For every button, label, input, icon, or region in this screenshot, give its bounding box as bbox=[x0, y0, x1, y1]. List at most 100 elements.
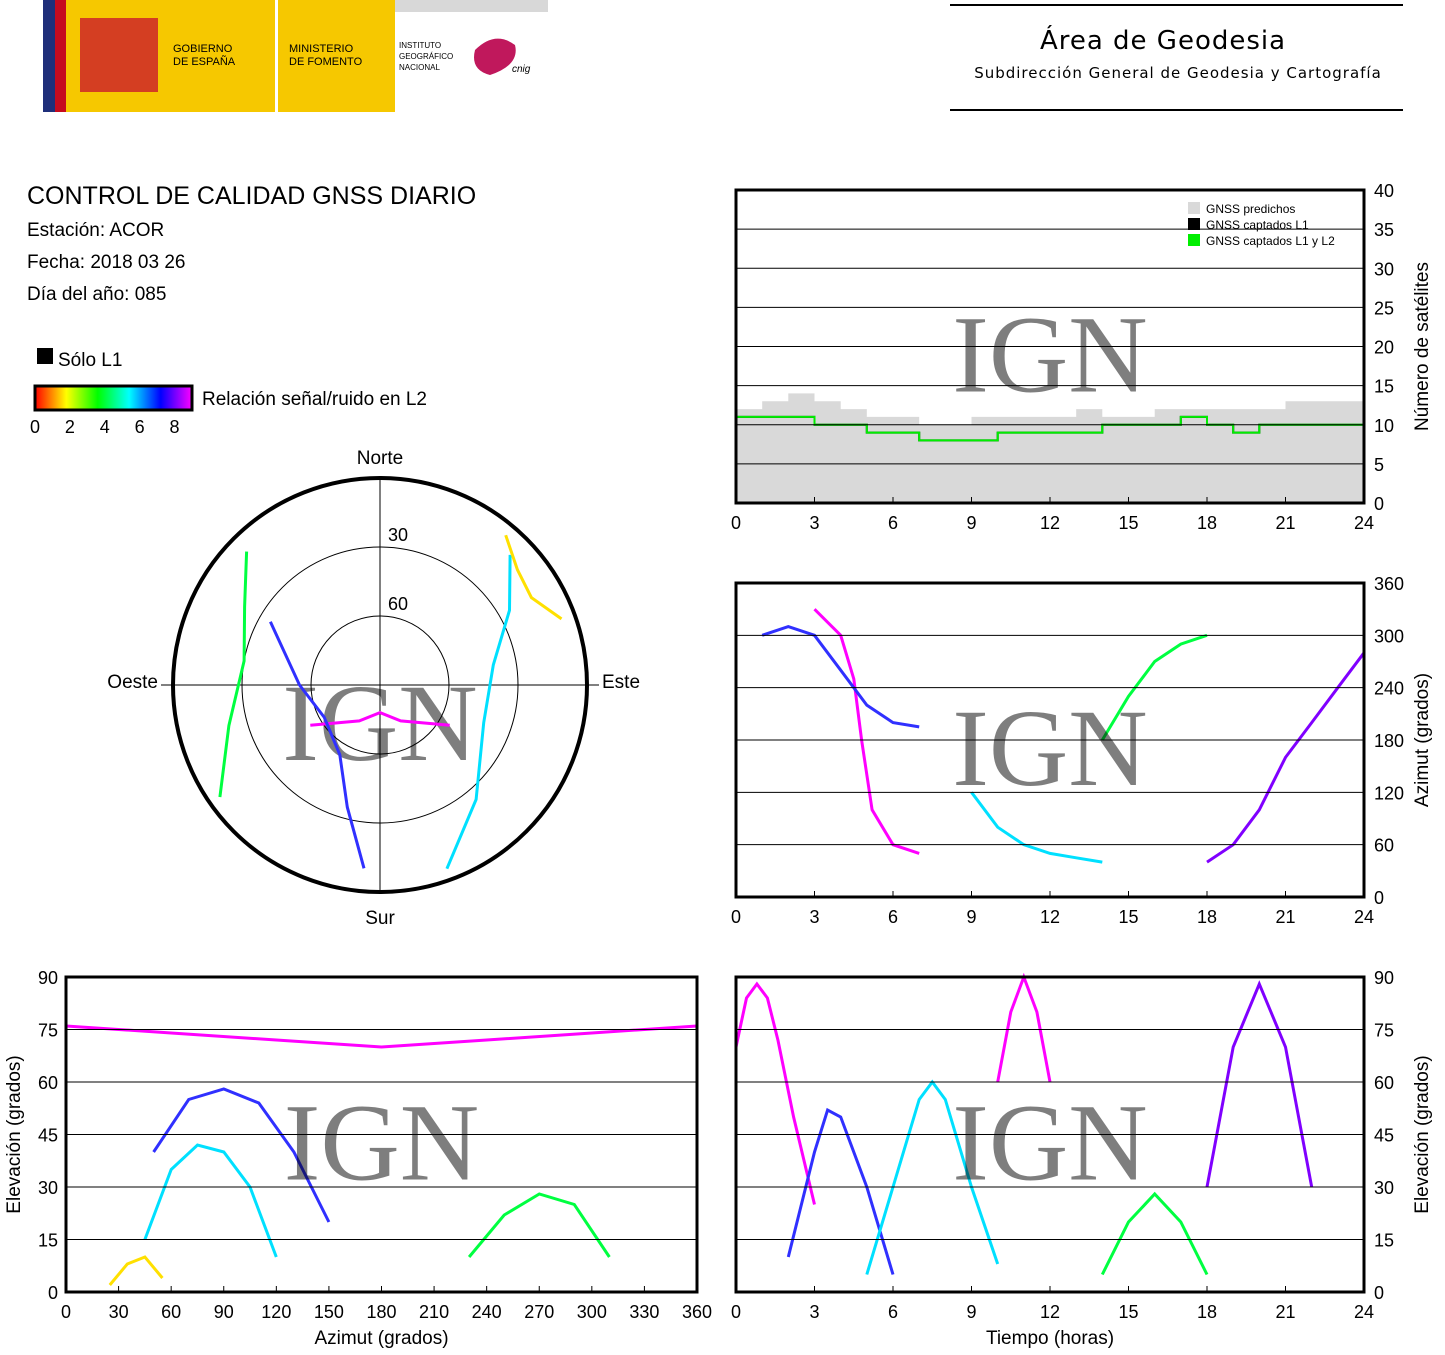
y-tick-label: 30 bbox=[1374, 259, 1394, 279]
y-tick-label: 60 bbox=[1374, 1073, 1394, 1093]
header-subtitle: Subdirección General de Geodesia y Carto… bbox=[974, 64, 1382, 82]
track bbox=[310, 710, 450, 727]
watermark: IGN bbox=[282, 662, 478, 784]
track bbox=[1100, 1191, 1209, 1276]
x-tick-label: 21 bbox=[1275, 513, 1295, 533]
logo-text: INSTITUTO bbox=[399, 41, 441, 50]
y-tick-label: 240 bbox=[1374, 679, 1404, 699]
y-tick-label: 15 bbox=[38, 1231, 58, 1251]
report-title: CONTROL DE CALIDAD GNSS DIARIO bbox=[27, 182, 476, 210]
ring-label: 30 bbox=[388, 525, 408, 545]
x-tick-label: 360 bbox=[682, 1302, 712, 1322]
track bbox=[152, 1087, 331, 1223]
track bbox=[1101, 633, 1208, 741]
colorbar-tick: 0 bbox=[30, 417, 40, 437]
x-tick-label: 15 bbox=[1118, 1302, 1138, 1322]
x-tick-label: 24 bbox=[1354, 513, 1374, 533]
x-tick-label: 18 bbox=[1197, 1302, 1217, 1322]
direction: Oeste bbox=[107, 672, 158, 693]
track bbox=[143, 1143, 278, 1258]
x-tick-label: 150 bbox=[314, 1302, 344, 1322]
colorbar-tick: 2 bbox=[65, 417, 75, 437]
watermark: IGN bbox=[284, 1082, 480, 1204]
track bbox=[761, 625, 920, 729]
y-tick-label: 90 bbox=[1374, 968, 1394, 988]
colorbar-tick: 6 bbox=[135, 417, 145, 437]
logo-text: GOBIERNO bbox=[173, 43, 233, 55]
y-tick-label: 0 bbox=[1374, 494, 1384, 514]
track bbox=[269, 621, 366, 869]
logo-text: MINISTERIO bbox=[289, 43, 354, 55]
legend-label: GNSS captados L1 y L2 bbox=[1206, 234, 1335, 248]
track bbox=[504, 534, 563, 621]
x-tick-label: 0 bbox=[731, 1302, 741, 1322]
x-tick-label: 6 bbox=[888, 907, 898, 927]
logo-bar bbox=[395, 0, 548, 12]
colorbar-tick: 8 bbox=[170, 417, 180, 437]
x-tick-label: 12 bbox=[1040, 1302, 1060, 1322]
direction: Sur bbox=[365, 908, 395, 929]
track bbox=[467, 1192, 611, 1258]
y-tick-label: 60 bbox=[38, 1073, 58, 1093]
x-tick-label: 15 bbox=[1118, 513, 1138, 533]
y-axis-label: Elevación (grados) bbox=[1412, 1055, 1433, 1213]
plot-frame bbox=[734, 975, 1366, 1294]
day-of-year: Día del año: 085 bbox=[27, 284, 166, 305]
track bbox=[218, 551, 249, 798]
legend-swatch bbox=[37, 348, 53, 364]
y-tick-label: 15 bbox=[1374, 1231, 1394, 1251]
track bbox=[734, 981, 816, 1205]
x-axis-label: Tiempo (horas) bbox=[986, 1328, 1114, 1349]
legend-label: GNSS captados L1 bbox=[1206, 218, 1309, 232]
y-tick-label: 40 bbox=[1374, 181, 1394, 201]
x-tick-label: 60 bbox=[161, 1302, 181, 1322]
track bbox=[970, 791, 1103, 864]
header-title: Área de Geodesia bbox=[1040, 24, 1286, 56]
x-tick-label: 0 bbox=[731, 907, 741, 927]
y-tick-label: 60 bbox=[1374, 836, 1394, 856]
x-tick-label: 120 bbox=[261, 1302, 291, 1322]
plot-frame bbox=[734, 188, 1366, 505]
y-tick-label: 30 bbox=[38, 1178, 58, 1198]
x-tick-label: 9 bbox=[966, 907, 976, 927]
y-tick-label: 120 bbox=[1374, 783, 1404, 803]
x-tick-label: 90 bbox=[214, 1302, 234, 1322]
logo-text: DE FOMENTO bbox=[289, 56, 363, 68]
x-tick-label: 15 bbox=[1118, 907, 1138, 927]
x-tick-label: 330 bbox=[629, 1302, 659, 1322]
plot-frame bbox=[64, 975, 699, 1294]
track bbox=[813, 608, 920, 855]
y-tick-label: 10 bbox=[1374, 416, 1394, 436]
x-tick-label: 18 bbox=[1197, 513, 1217, 533]
x-tick-label: 12 bbox=[1040, 513, 1060, 533]
shield bbox=[80, 18, 158, 92]
legend-swatch bbox=[1188, 234, 1200, 246]
x-tick-label: 21 bbox=[1275, 907, 1295, 927]
y-tick-label: 180 bbox=[1374, 731, 1404, 751]
legend-label: Sólo L1 bbox=[58, 350, 122, 371]
legend-swatch bbox=[1188, 218, 1200, 230]
y-axis-label: Elevación (grados) bbox=[4, 1055, 25, 1213]
cnig-logo bbox=[474, 38, 516, 75]
date: Fecha: 2018 03 26 bbox=[27, 252, 185, 273]
direction: Norte bbox=[357, 448, 403, 469]
y-tick-label: 45 bbox=[38, 1126, 58, 1146]
y-tick-label: 15 bbox=[1374, 377, 1394, 397]
x-tick-label: 24 bbox=[1354, 907, 1374, 927]
legend-swatch bbox=[1188, 202, 1200, 214]
y-tick-label: 0 bbox=[1374, 888, 1384, 908]
y-tick-label: 35 bbox=[1374, 220, 1394, 240]
direction: Este bbox=[602, 672, 640, 693]
y-axis-label: Azimut (grados) bbox=[1412, 673, 1433, 807]
x-tick-label: 6 bbox=[888, 1302, 898, 1322]
ring-label: 60 bbox=[388, 594, 408, 614]
x-tick-label: 270 bbox=[524, 1302, 554, 1322]
x-tick-label: 210 bbox=[419, 1302, 449, 1322]
y-tick-label: 5 bbox=[1374, 455, 1384, 475]
y-tick-label: 45 bbox=[1374, 1126, 1394, 1146]
y-tick-label: 0 bbox=[48, 1283, 58, 1303]
x-tick-label: 24 bbox=[1354, 1302, 1374, 1322]
x-tick-label: 21 bbox=[1275, 1302, 1295, 1322]
